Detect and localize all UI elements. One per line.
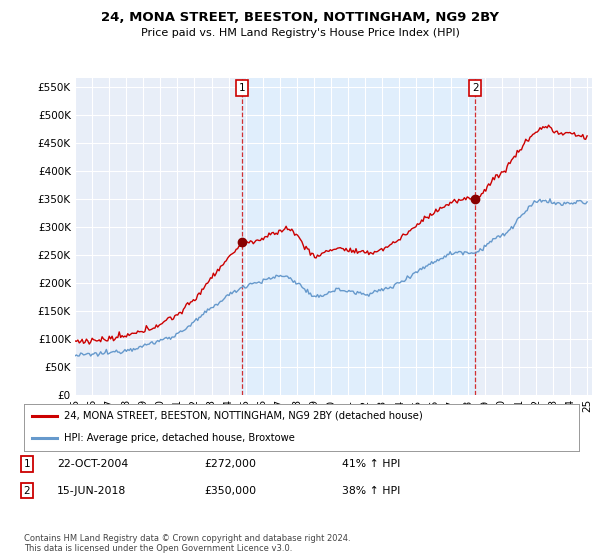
Text: 24, MONA STREET, BEESTON, NOTTINGHAM, NG9 2BY: 24, MONA STREET, BEESTON, NOTTINGHAM, NG… (101, 11, 499, 24)
Text: 1: 1 (239, 83, 245, 93)
Text: 24, MONA STREET, BEESTON, NOTTINGHAM, NG9 2BY (detached house): 24, MONA STREET, BEESTON, NOTTINGHAM, NG… (64, 411, 423, 421)
Text: 1: 1 (23, 459, 31, 469)
Text: 41% ↑ HPI: 41% ↑ HPI (342, 459, 400, 469)
Text: £272,000: £272,000 (204, 459, 256, 469)
Text: 38% ↑ HPI: 38% ↑ HPI (342, 486, 400, 496)
Text: 2: 2 (23, 486, 31, 496)
Text: 22-OCT-2004: 22-OCT-2004 (57, 459, 128, 469)
Text: HPI: Average price, detached house, Broxtowe: HPI: Average price, detached house, Brox… (64, 433, 295, 443)
Bar (242, 78, 475, 395)
Text: 15-JUN-2018: 15-JUN-2018 (57, 486, 126, 496)
Text: 2: 2 (472, 83, 479, 93)
Text: £350,000: £350,000 (204, 486, 256, 496)
Text: Contains HM Land Registry data © Crown copyright and database right 2024.
This d: Contains HM Land Registry data © Crown c… (24, 534, 350, 553)
Text: Price paid vs. HM Land Registry's House Price Index (HPI): Price paid vs. HM Land Registry's House … (140, 28, 460, 38)
